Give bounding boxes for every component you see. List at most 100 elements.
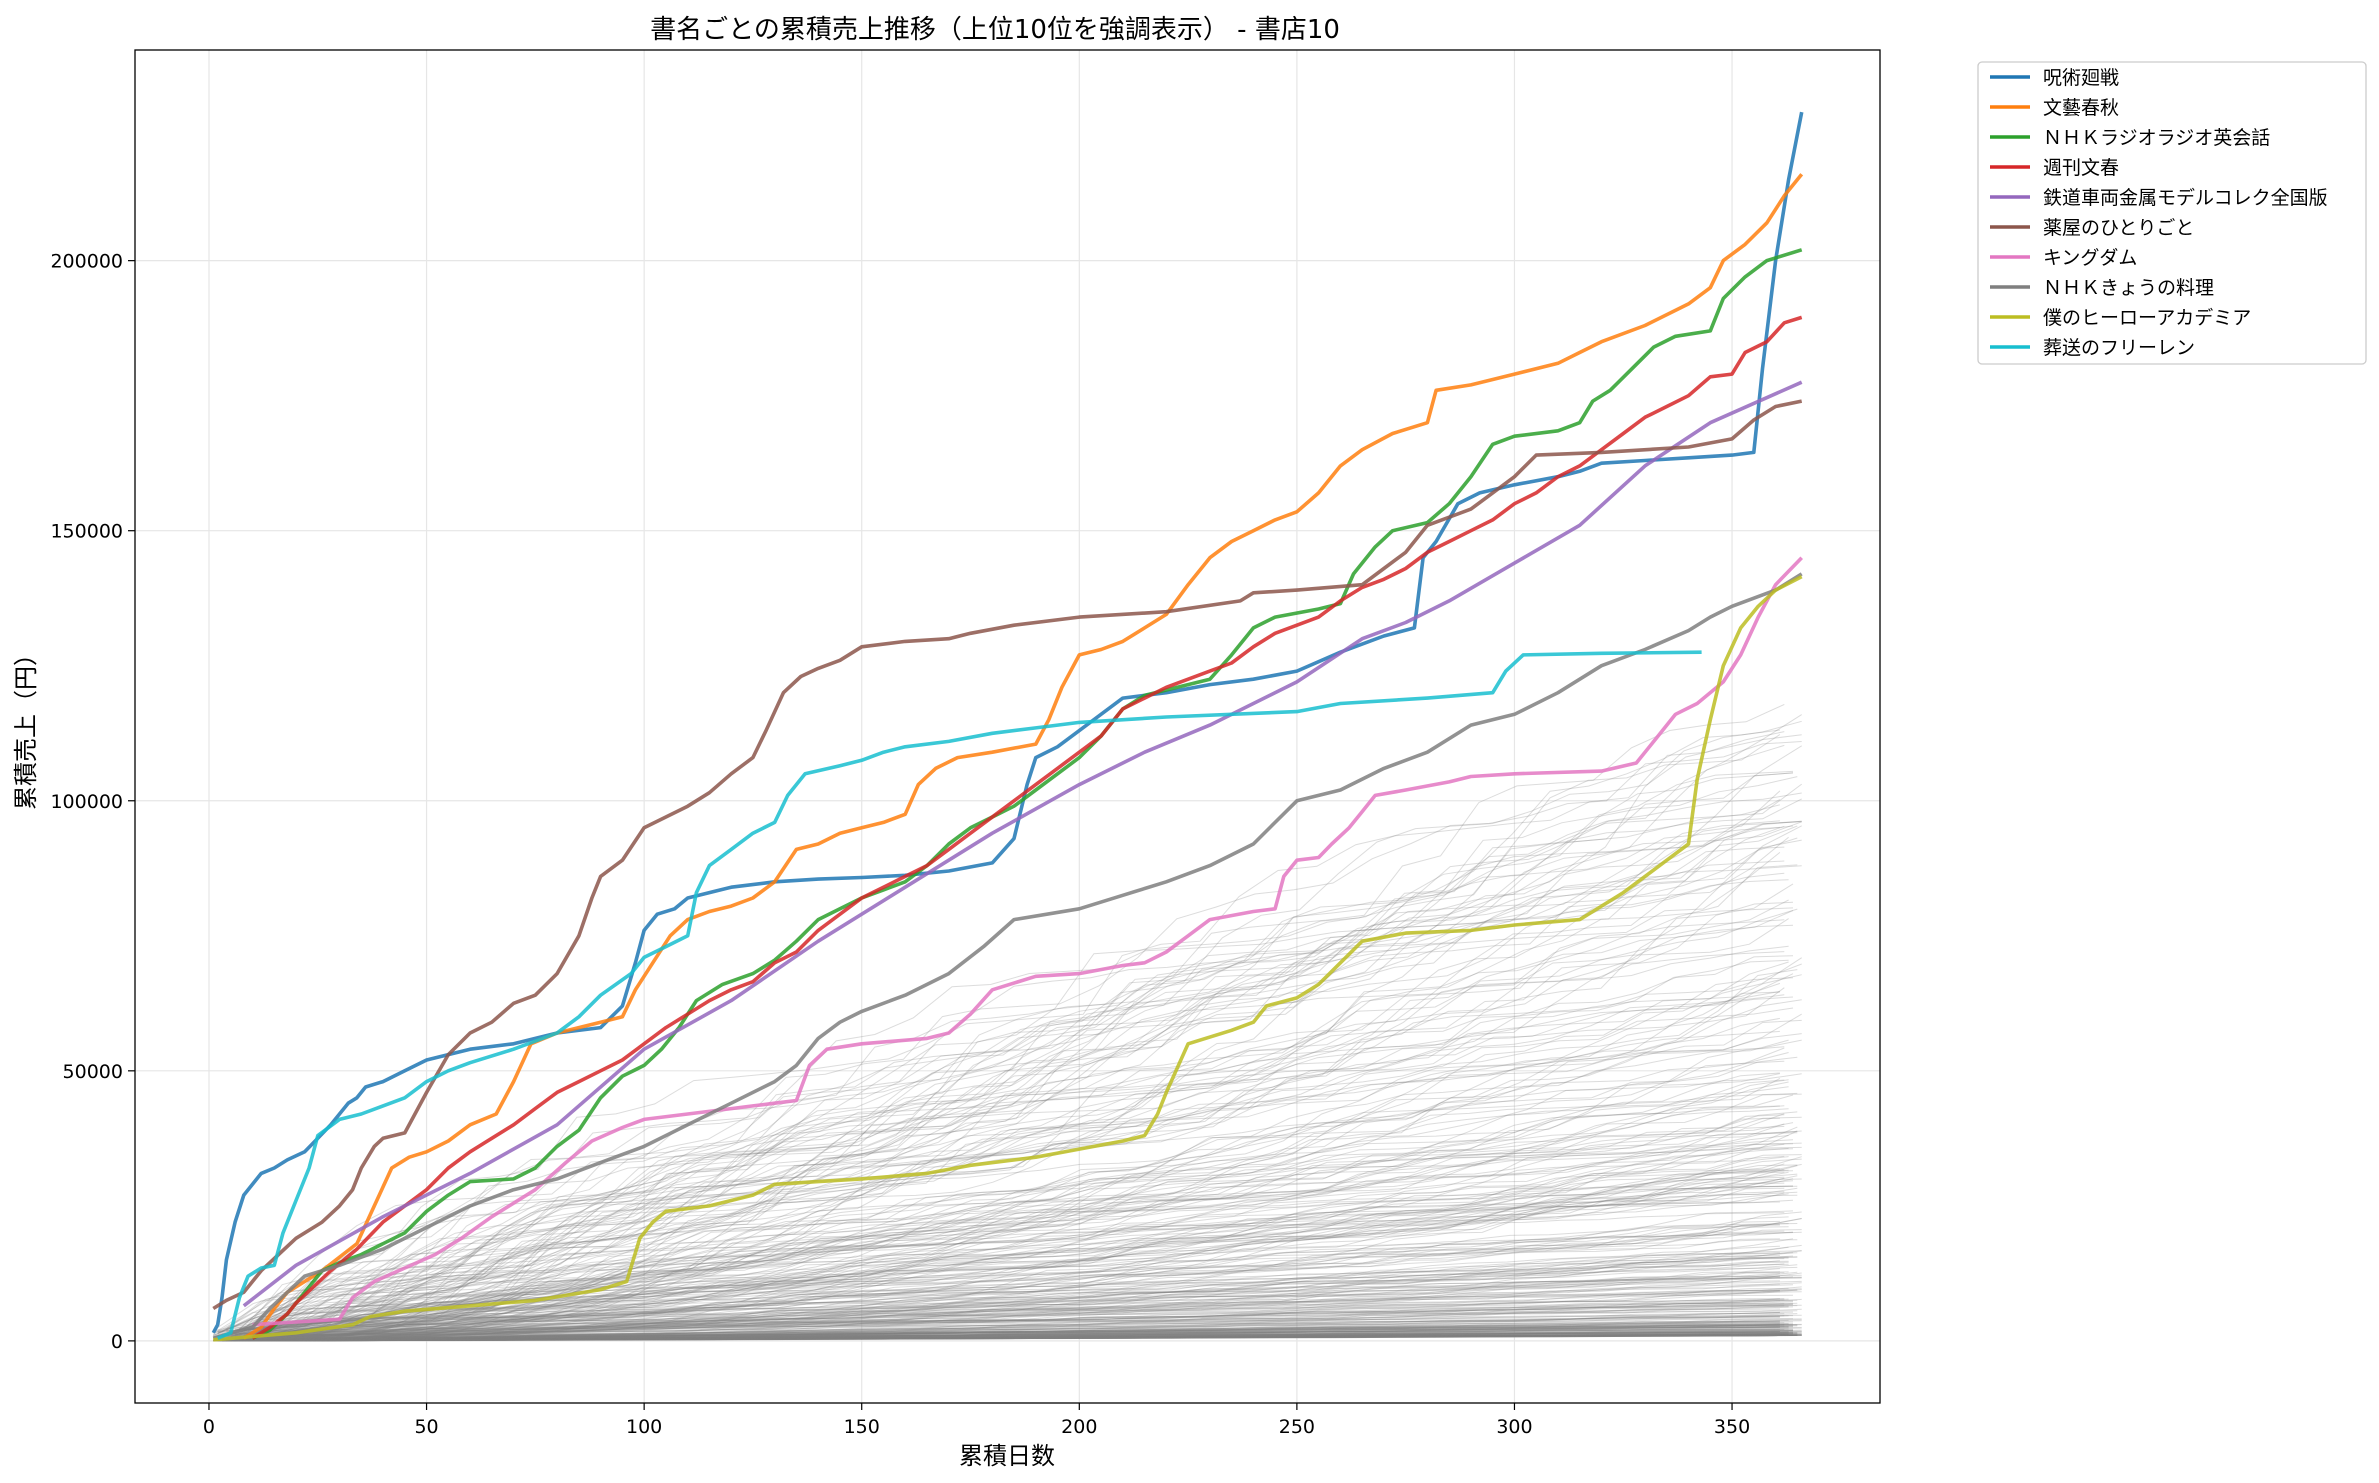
background-series-line [256,1326,1780,1342]
background-series-line [256,1334,1780,1342]
background-series-line [239,1334,1798,1342]
background-series-line [248,1303,1785,1341]
background-series-line [248,1328,1789,1342]
background-series-line [239,1303,1794,1341]
background-series-line [213,1335,1785,1342]
background-series-line [248,1268,1780,1340]
background-series-line [221,1331,1802,1342]
background-series-line [252,1116,1802,1337]
background-series-line [226,731,1785,1330]
background-series-line [256,1263,1789,1340]
background-series-line [221,1086,1789,1337]
background-series-line [235,1250,1802,1340]
background-series-line [230,1333,1789,1342]
background-series-line [252,1332,1789,1342]
background-series-line [248,1252,1798,1340]
legend-label: 鉄道車両金属モデルコレク全国版 [2043,187,2328,209]
background-series-line [230,1326,1789,1342]
background-series-line [235,1291,1802,1341]
background-series-line [243,790,1781,1331]
background-series-line [248,1331,1794,1342]
background-series-line [221,1185,1794,1339]
background-series-line [256,1324,1785,1342]
background-series-line [217,821,1802,1331]
background-series-line [261,1320,1802,1341]
x-tick-label: 200 [1061,1416,1097,1438]
background-series-line [230,1260,1780,1340]
background-series-line [213,1273,1780,1340]
y-tick-label: 0 [111,1331,123,1353]
background-series-line [239,1081,1789,1337]
background-series-line [239,1252,1794,1340]
background-series-line [226,1333,1785,1342]
background-series-line [261,1333,1794,1342]
background-series-line [235,1256,1798,1340]
background-series-line [213,1211,1802,1339]
background-series-line [226,1334,1802,1342]
background-series-line [230,1289,1802,1341]
background-series-line [256,1334,1798,1342]
x-axis-label: 累積日数 [959,1442,1055,1470]
legend-label: 葬送のフリーレン [2043,337,2195,359]
background-series-line [243,1019,1802,1335]
background-series-line [235,1013,1802,1335]
background-series-line [248,1324,1798,1342]
background-series-line [213,1334,1802,1342]
background-series-line [230,1335,1793,1342]
background-series-line [235,1335,1802,1342]
background-series-line [256,1334,1785,1342]
background-series-line [248,1335,1785,1342]
background-series-line [217,1212,1785,1339]
background-series-line [256,1231,1794,1340]
background-series-line [256,1334,1780,1342]
series-line-7 [252,556,1803,1327]
background-series-line [261,1169,1785,1338]
background-series-line [261,1191,1785,1339]
background-series-line [217,1335,1798,1342]
background-series-line [243,1326,1802,1342]
background-series-line [217,1148,1794,1338]
background-series-line [243,1334,1785,1342]
background-series-line [252,1334,1798,1342]
background-series-line [248,1332,1798,1342]
background-series-line [243,1326,1789,1342]
background-series-line [234,973,1794,1334]
background-series-line [243,1223,1789,1339]
background-series-line [248,1290,1780,1341]
background-series-line [252,1334,1802,1342]
background-series-line [213,1330,1802,1342]
background-series-line [248,1333,1802,1342]
background-series-line [213,1334,1794,1342]
background-series-line [235,1165,1798,1338]
background-series-line [252,1322,1780,1341]
background-series-line [226,837,1798,1332]
background-series-line [252,1320,1780,1341]
background-series-line [256,820,1780,1331]
background-series-line [239,1170,1794,1338]
background-series-line [226,1171,1789,1338]
background-series-line [235,1274,1802,1341]
legend-label: 呪術廻戦 [2043,67,2119,89]
background-series-line [226,1277,1802,1341]
background-series-line [235,1263,1785,1340]
background-series-line [256,1334,1789,1342]
background-series-line [234,1060,1785,1336]
background-series-line [261,1284,1794,1341]
background-series-line [230,955,1794,1334]
background-series-line [235,1277,1780,1341]
background-series-line [213,1289,1780,1341]
background-series-line [226,1325,1780,1342]
background-series-line [217,1334,1789,1342]
background-series-line [213,1191,1798,1339]
background-series-line [221,1123,1785,1337]
y-tick-label: 200000 [50,251,123,273]
background-series-line [221,1286,1802,1341]
background-series-line [256,1322,1789,1341]
background-series-line [221,1311,1794,1341]
background-series-line [213,1143,1794,1338]
background-series-line [261,1332,1802,1342]
background-series-line [230,1335,1789,1342]
background-series-line [226,865,1802,1332]
background-series-line [239,1324,1794,1342]
